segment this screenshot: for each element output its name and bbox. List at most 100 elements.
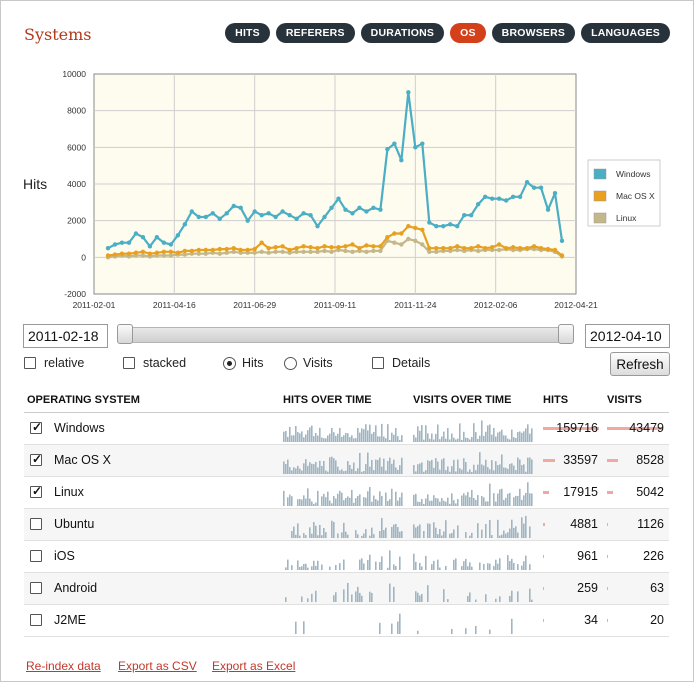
data-point xyxy=(469,245,474,251)
table-row: J2ME 34 20 xyxy=(24,605,669,637)
sparkline-bar xyxy=(529,433,531,442)
sparkline-bar xyxy=(429,438,431,442)
sparkline-bar xyxy=(393,586,395,602)
sparkline-bar xyxy=(519,488,521,506)
tab-hits[interactable]: HITS xyxy=(225,23,270,43)
data-point xyxy=(413,238,418,244)
hits-radio[interactable] xyxy=(223,356,236,370)
sparkline-bar xyxy=(477,438,479,442)
sparkline-bar xyxy=(311,463,313,474)
tab-os[interactable]: OS xyxy=(450,23,486,43)
export-csv-link[interactable]: Export as CSV xyxy=(118,659,197,673)
data-point xyxy=(168,242,174,247)
refresh-button[interactable]: Refresh xyxy=(610,352,670,376)
sparkline-bar xyxy=(315,590,317,602)
row-checkbox[interactable]: ✓ xyxy=(30,452,42,466)
sparkline-bar xyxy=(325,497,327,506)
data-point xyxy=(175,250,181,255)
tab-languages[interactable]: LANGUAGES xyxy=(581,23,670,43)
sparkline-bar xyxy=(491,434,493,442)
sparkline-bar xyxy=(299,468,301,474)
row-checkbox[interactable] xyxy=(30,550,42,562)
row-checkbox[interactable] xyxy=(30,518,42,530)
visits-option[interactable]: Visits xyxy=(284,356,333,370)
sparkline-bar xyxy=(421,425,423,442)
relative-checkbox[interactable] xyxy=(24,357,36,369)
visits-count: 20 xyxy=(650,613,664,627)
hits-sparkline xyxy=(283,487,403,506)
sparkline-bar xyxy=(305,498,307,506)
sparkline-bar xyxy=(319,460,321,474)
sparkline-bar xyxy=(525,471,527,474)
sparkline-bar xyxy=(357,534,359,538)
sparkline-bar xyxy=(287,497,289,506)
sparkline-bar xyxy=(527,482,529,506)
row-checkbox[interactable] xyxy=(30,614,42,626)
sparkline-bar xyxy=(287,459,289,474)
sparkline-bar xyxy=(529,588,531,602)
date-range-slider[interactable] xyxy=(120,327,572,343)
data-point xyxy=(427,249,432,255)
end-date-input[interactable] xyxy=(585,324,670,348)
sparkline-bar xyxy=(313,464,315,474)
sparkline-bar xyxy=(343,522,345,538)
data-point xyxy=(413,225,418,231)
sparkline-bar xyxy=(511,618,513,634)
sparkline-bar xyxy=(493,427,495,442)
sparkline-bar xyxy=(307,567,309,570)
sparkline-bar xyxy=(377,500,379,506)
tab-durations[interactable]: DURATIONS xyxy=(360,23,445,43)
visits-radio[interactable] xyxy=(284,356,297,370)
sparkline-bar xyxy=(369,424,371,442)
data-point xyxy=(154,234,160,240)
export-excel-link[interactable]: Export as Excel xyxy=(212,659,296,673)
visits-sparkline xyxy=(417,618,513,634)
stacked-option[interactable]: stacked xyxy=(123,356,186,370)
details-checkbox[interactable] xyxy=(372,357,384,369)
slider-end-handle[interactable] xyxy=(558,324,574,344)
sparkline-bar xyxy=(503,467,505,474)
details-option[interactable]: Details xyxy=(372,356,430,370)
sparkline-bar xyxy=(519,459,521,474)
data-point xyxy=(210,211,215,216)
hits-option[interactable]: Hits xyxy=(223,356,264,370)
sparkline-bar xyxy=(347,433,349,442)
sparkline-bar xyxy=(415,591,417,602)
reindex-link[interactable]: Re-index data xyxy=(26,659,101,673)
tab-browsers[interactable]: BROWSERS xyxy=(491,23,576,43)
x-tick-label: 2012-02-06 xyxy=(474,300,518,310)
sparkline-bar xyxy=(527,457,529,474)
sparkline-bar xyxy=(317,435,319,442)
visits-sparkline xyxy=(413,482,533,506)
sparkline-bar xyxy=(323,438,325,442)
row-checkbox[interactable] xyxy=(30,582,42,594)
start-date-input[interactable] xyxy=(23,324,108,348)
sparkline-bar xyxy=(413,494,415,506)
visits-share-bar xyxy=(607,555,608,558)
slider-start-handle[interactable] xyxy=(117,324,133,344)
hits-count: 34 xyxy=(584,613,598,627)
sparkline-bar xyxy=(423,471,425,474)
tab-referers[interactable]: REFERERS xyxy=(275,23,355,43)
data-point xyxy=(406,236,411,242)
sparkline-bar xyxy=(379,457,381,474)
data-point xyxy=(238,247,243,253)
visits-count: 8528 xyxy=(636,453,664,467)
data-point xyxy=(496,247,502,253)
sparkline-bar xyxy=(359,432,361,442)
row-checkbox[interactable]: ✓ xyxy=(30,420,42,434)
stacked-checkbox[interactable] xyxy=(123,357,135,369)
relative-option[interactable]: relative xyxy=(24,356,84,370)
sparkline-bar xyxy=(497,493,499,506)
sparkline-bar xyxy=(437,559,439,570)
sparkline-bar xyxy=(499,535,501,538)
data-point xyxy=(322,214,327,220)
sparkline-bar xyxy=(521,432,523,442)
data-point xyxy=(538,245,544,251)
sparkline-bar xyxy=(297,560,299,570)
row-checkbox[interactable]: ✓ xyxy=(30,484,42,498)
data-point xyxy=(329,205,334,211)
hits-label: Hits xyxy=(242,356,264,370)
sparkline-bar xyxy=(341,436,343,442)
sparkline-bar xyxy=(489,424,491,442)
